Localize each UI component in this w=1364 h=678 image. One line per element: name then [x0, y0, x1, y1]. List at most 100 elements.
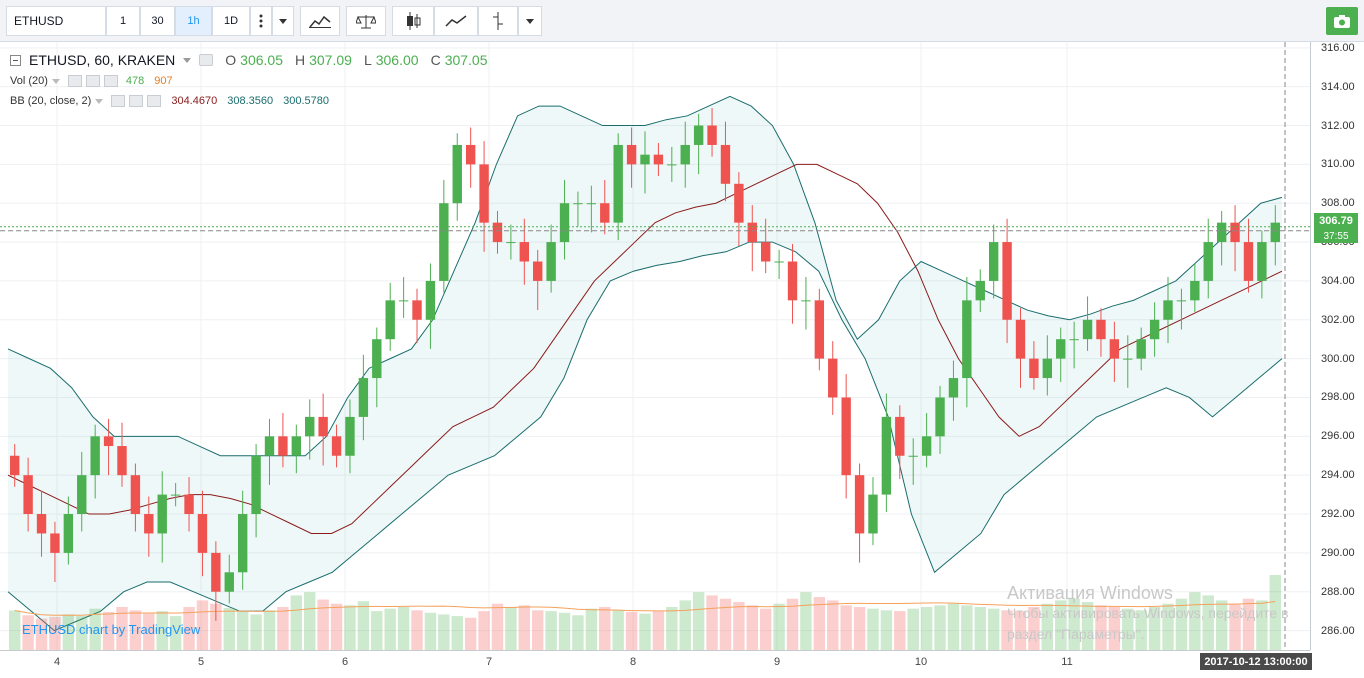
candle-body: [533, 261, 543, 281]
volume-bar: [733, 602, 745, 650]
tradingview-watermark[interactable]: ETHUSD chart by TradingView: [22, 622, 201, 637]
volume-bar: [1135, 610, 1147, 650]
compare-icon[interactable]: [346, 6, 386, 36]
chart-canvas[interactable]: [0, 42, 1364, 678]
candle-body: [814, 300, 825, 359]
bb-basis-line: [7, 163, 1283, 534]
candle-body: [1270, 222, 1280, 243]
volume-bar: [907, 608, 919, 650]
candle-body: [358, 378, 369, 417]
volume-bar: [692, 592, 705, 650]
candle-body: [197, 514, 208, 553]
settings-icon[interactable]: [129, 95, 144, 107]
volume-bar: [196, 600, 209, 650]
bb-upper-value: 308.3560: [227, 95, 274, 107]
candle-body: [412, 300, 422, 320]
interval-1d-button[interactable]: 1D: [212, 6, 250, 36]
candle-body: [170, 494, 181, 496]
volume-bar: [1215, 600, 1228, 650]
candle-body: [157, 494, 167, 534]
collapse-icon[interactable]: [10, 54, 21, 66]
symbol-search-input[interactable]: ETHUSD: [6, 6, 106, 36]
bollinger-indicator-name[interactable]: BB (20, close, 2): [10, 95, 92, 107]
chevron-down-icon[interactable]: [95, 98, 104, 104]
price-tick-label: 300.00: [1321, 352, 1355, 365]
time-tick-label: 6: [341, 656, 349, 668]
candle-body: [1230, 222, 1240, 243]
interval-1h-button[interactable]: 1h: [175, 6, 212, 36]
time-tick-label: 10: [914, 656, 928, 668]
interval-30-button[interactable]: 30: [140, 6, 175, 36]
close-icon[interactable]: [147, 95, 162, 107]
interval-1-button[interactable]: 1: [106, 6, 140, 36]
volume-bar: [22, 615, 34, 650]
candle-body: [425, 280, 436, 320]
candle-body: [251, 455, 261, 515]
chart-area[interactable]: ETHUSD, 60, KRAKEN O 306.05 H 307.09 L 306.…: [0, 42, 1364, 678]
volume-bar: [1162, 603, 1174, 650]
volume-bar: [518, 605, 531, 650]
volume-bar: [183, 607, 195, 650]
close-value: 307.05: [444, 52, 488, 68]
chevron-down-icon[interactable]: [518, 6, 542, 36]
chevron-down-icon[interactable]: [272, 6, 294, 36]
candle-body: [546, 242, 556, 281]
price-tick-label: 288.00: [1321, 585, 1355, 598]
visibility-icon[interactable]: [111, 95, 126, 107]
candle-body: [1136, 339, 1146, 359]
volume-bar: [880, 610, 893, 650]
time-tick-label: 4: [53, 656, 61, 668]
candle-body: [117, 446, 127, 476]
more-intervals-icon[interactable]: [250, 6, 272, 36]
candle-body: [305, 416, 315, 437]
price-axis[interactable]: 316.00314.00312.00310.00308.00306.00304.…: [1310, 42, 1364, 650]
candle-body: [345, 416, 355, 456]
settings-icon[interactable]: [85, 75, 100, 87]
settings-icon[interactable]: [199, 54, 214, 66]
volume-bar: [666, 607, 678, 650]
line-style-icon[interactable]: [434, 6, 478, 36]
volume-bar: [505, 607, 517, 650]
candle-body: [1123, 358, 1133, 360]
chevron-down-icon[interactable]: [51, 78, 60, 84]
camera-icon[interactable]: [1326, 7, 1358, 35]
volume-bar: [263, 610, 276, 650]
volume-ma-value: 907: [154, 75, 173, 87]
candle-body: [626, 144, 637, 165]
volume-bar: [773, 603, 785, 650]
volume-bar: [827, 600, 839, 650]
series-title[interactable]: ETHUSD, 60, KRAKEN: [29, 52, 176, 68]
volume-bar: [706, 595, 718, 650]
volume-bar: [236, 611, 249, 650]
close-icon[interactable]: [103, 75, 118, 87]
candle-body: [640, 154, 650, 165]
price-tick-label: 304.00: [1321, 274, 1355, 287]
candle-body: [224, 572, 234, 592]
chevron-down-icon[interactable]: [183, 57, 192, 63]
candle-body: [398, 300, 409, 302]
volume-bar: [679, 600, 691, 650]
candle-body: [291, 436, 302, 456]
candle-body: [613, 144, 623, 223]
volume-bar: [451, 616, 463, 650]
indicators-icon[interactable]: [300, 6, 340, 36]
time-axis[interactable]: 4 5 6 7 8 9 10 11: [0, 650, 1310, 678]
candle-body: [1056, 339, 1066, 359]
volume-indicator-name[interactable]: Vol (20): [10, 75, 48, 87]
volume-bar: [49, 616, 61, 650]
candle-body: [720, 144, 731, 184]
time-tick-label: 11: [1061, 656, 1073, 668]
candle-body: [1176, 300, 1187, 302]
time-tick-label: 8: [629, 656, 637, 668]
volume-bar: [867, 608, 879, 650]
visibility-icon[interactable]: [67, 75, 82, 87]
volume-bar: [545, 611, 557, 650]
replay-icon[interactable]: [478, 6, 518, 36]
crosshair-time-label: 2017-10-12 13:00:00: [1200, 653, 1312, 670]
candle-body: [948, 378, 959, 398]
volume-bar: [1001, 610, 1013, 650]
volume-bar: [1122, 608, 1134, 650]
candle-body: [854, 475, 865, 534]
volume-bar: [1095, 605, 1107, 650]
candles-icon[interactable]: [392, 6, 434, 36]
